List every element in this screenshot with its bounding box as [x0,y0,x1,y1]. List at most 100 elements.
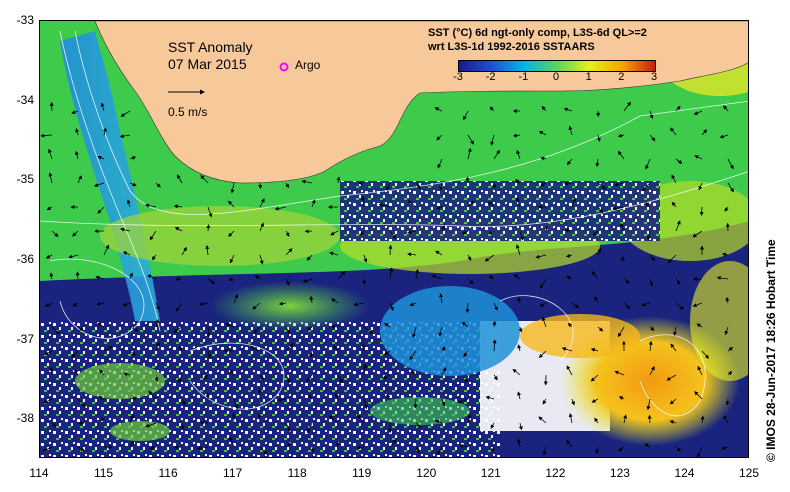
sst-map-canvas [40,21,748,457]
current-vector-arrow [623,278,630,284]
current-vector-arrow [621,254,625,262]
current-vector-arrow [568,125,573,136]
current-vector-arrow [646,230,651,241]
current-vector-arrow [49,272,54,280]
longitude-tick-label: 122 [545,466,566,480]
current-vector-arrow [285,326,290,335]
current-vector-arrow [389,267,394,280]
current-vector-arrow [590,348,599,352]
current-vector-arrow [206,326,211,338]
colorbar-tick-label: 3 [650,71,658,83]
current-vector-arrow [48,148,53,160]
current-vector-arrow [491,446,495,453]
current-vector-arrow [539,278,547,289]
current-vector-arrow [670,127,677,136]
current-vector-arrow [645,158,651,170]
current-vector-arrow [719,134,729,139]
current-vector-arrow [641,302,651,307]
longitude-tick-label: 123 [609,466,630,480]
current-vector-arrow [74,369,79,376]
current-vector-arrow [591,398,599,403]
current-vector-arrow [51,230,59,237]
sst-map[interactable]: SST Anomaly 07 Mar 2015 Argo 0.5 m/s SST… [39,20,749,458]
vector-scale-arrow [168,89,205,95]
current-vector-arrow [517,344,522,352]
current-vector-arrow [700,415,705,424]
current-vector-arrow [45,254,53,259]
current-vector-arrow [335,441,340,448]
latitude-tick-label: -34 [16,92,34,107]
current-vector-arrow [335,392,339,400]
current-vector-arrow [413,398,418,409]
current-vector-arrow [694,155,703,160]
current-vector-arrow [120,110,131,117]
current-vector-arrow [386,394,391,400]
current-vector-arrow [97,206,105,214]
current-vector-arrow [724,206,729,212]
current-vector-arrow [259,254,264,265]
current-vector-arrow [722,252,729,257]
current-vector-arrow [356,445,365,450]
current-vector-arrow [670,343,677,352]
current-vector-arrow [612,206,625,211]
current-vector-arrow [51,326,60,335]
current-vector-arrow [441,367,447,376]
current-vector-arrow [230,182,235,194]
current-vector-arrow [595,158,600,168]
current-vector-arrow [488,201,495,208]
current-vector-arrow [228,230,235,237]
current-vector-arrow [274,206,287,211]
current-vector-arrow [490,134,495,146]
current-vector-arrow [467,147,472,160]
current-vector-arrow [75,271,80,280]
current-vector-arrow [233,293,239,304]
current-vector-arrow [75,128,80,136]
current-vector-arrow [144,203,157,208]
current-vector-arrow [147,274,157,280]
colorbar-tick-label: 1 [585,71,592,83]
current-vector-arrow [199,302,209,306]
current-vector-arrow [330,230,339,236]
current-vector-arrow [415,268,420,280]
current-vector-arrow [363,254,368,263]
current-vector-arrow [103,345,113,352]
current-vector-arrow [538,350,547,359]
current-vector-arrow [309,295,314,304]
map-date: 07 Mar 2015 [168,56,247,72]
current-vector-arrow [42,446,53,452]
current-vector-arrow [519,230,524,241]
current-vector-arrow [330,298,339,304]
current-vector-arrow [441,225,445,232]
current-vector-arrow [724,326,729,336]
current-vector-arrow [148,390,157,400]
current-vector-arrow [363,326,374,335]
longitude-tick-label: 120 [416,466,437,480]
current-vector-arrow [46,206,53,211]
longitude-tick-label: 119 [352,466,372,480]
current-vector-arrow [441,398,446,407]
current-vector-arrow [723,105,729,112]
current-vector-arrow [361,343,366,352]
current-vector-arrow [68,254,79,259]
current-vector-arrow [103,244,110,256]
current-vector-arrow [229,254,235,264]
current-vector-arrow [623,414,628,424]
colorbar-tick-label: -2 [485,71,496,83]
current-vector-arrow [259,446,268,455]
current-vector-arrow [488,275,495,280]
current-vector-arrow [467,414,472,424]
current-vector-arrow [541,105,547,112]
current-vector-arrow [98,396,105,401]
argo-float-marker [279,62,289,72]
current-vector-arrow [561,347,573,352]
current-vector-arrow [93,182,105,187]
current-vector-arrow [675,220,681,232]
current-vector-arrow [180,422,185,430]
current-vector-arrow [233,398,239,410]
current-vector-arrow [97,322,105,328]
current-vector-arrow [49,366,54,376]
current-vector-arrow [205,245,210,256]
current-vector-arrow [173,204,183,209]
current-vector-arrow [492,182,497,189]
current-vector-arrow [667,254,677,264]
